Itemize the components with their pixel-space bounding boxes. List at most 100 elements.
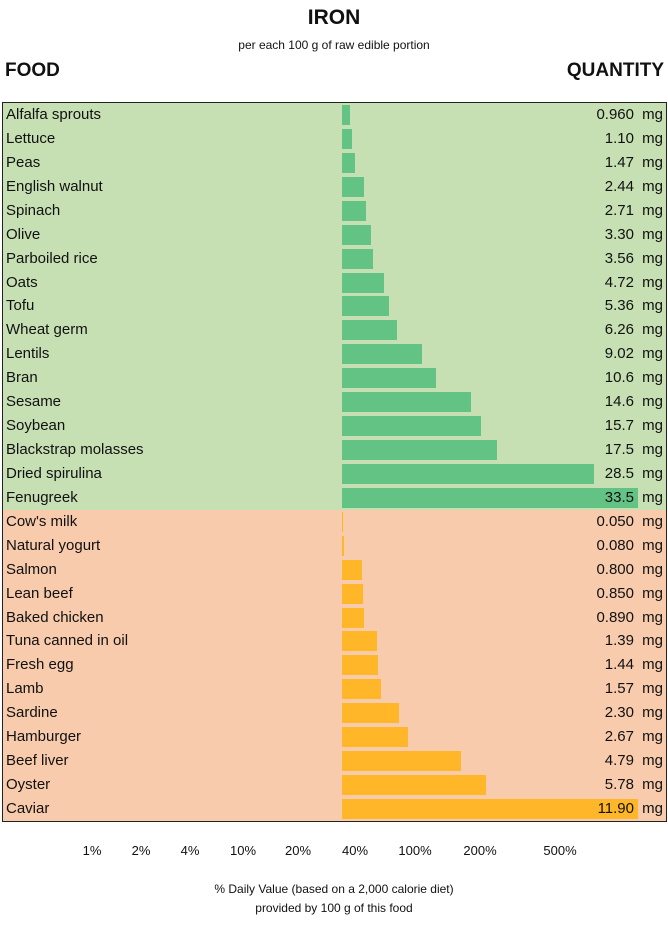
- chart-subtitle: per each 100 g of raw edible portion: [238, 38, 430, 52]
- bar-row: Tofu 5.36 mg: [3, 294, 666, 319]
- category-label: Lentils: [6, 345, 50, 363]
- bar-row: Oyster 5.78 mg: [3, 773, 666, 798]
- bar: [342, 105, 351, 125]
- bar-row: Hamburger 2.67 mg: [3, 725, 666, 750]
- unit-label: mg: [642, 464, 663, 482]
- unit-label: mg: [642, 441, 663, 459]
- chart-title: IRON: [307, 6, 361, 29]
- bar: [342, 463, 594, 484]
- category-label: Sesame: [6, 393, 62, 411]
- bar-row: Salmon 0.800 mg: [3, 557, 666, 582]
- bar-row: Peas 1.47 mg: [3, 150, 666, 175]
- unit-label: mg: [642, 488, 663, 506]
- value-label: 2.67: [604, 728, 634, 746]
- x-tick-label: 10%: [229, 843, 257, 858]
- bar: [342, 487, 638, 508]
- bar: [342, 416, 481, 437]
- bar: [342, 679, 382, 700]
- unit-label: mg: [642, 106, 663, 123]
- bar-row: Spinach 2.71 mg: [3, 198, 666, 223]
- value-label: 1.39: [604, 632, 634, 650]
- category-label: Natural yogurt: [6, 536, 101, 554]
- value-label: 1.44: [604, 656, 634, 674]
- value-label: 2.30: [604, 704, 634, 722]
- bar: [342, 607, 365, 628]
- category-label: Alfalfa sprouts: [6, 106, 102, 123]
- category-label: Tofu: [6, 297, 35, 315]
- bar: [342, 200, 366, 221]
- category-label: Olive: [6, 225, 41, 243]
- unit-label: mg: [642, 752, 663, 770]
- value-label: 0.800: [596, 560, 634, 578]
- bar: [342, 727, 409, 748]
- category-label: Salmon: [6, 560, 57, 578]
- bar-row: Caviar 11.90 mg: [3, 796, 666, 821]
- unit-label: mg: [642, 608, 663, 626]
- unit-label: mg: [642, 560, 663, 578]
- value-label: 17.5: [604, 441, 634, 459]
- category-label: Peas: [6, 153, 41, 171]
- bar: [342, 176, 364, 197]
- value-label: 0.850: [596, 584, 634, 602]
- bar: [342, 224, 372, 245]
- bar: [342, 583, 364, 604]
- unit-label: mg: [642, 656, 663, 674]
- value-label: 28.5: [604, 464, 634, 482]
- bar-row: Sardine 2.30 mg: [3, 701, 666, 726]
- unit-label: mg: [642, 273, 663, 291]
- value-label: 3.30: [604, 225, 634, 243]
- bar: [342, 559, 362, 580]
- bar-row: Wheat germ 6.26 mg: [3, 318, 666, 343]
- bar: [342, 511, 344, 532]
- unit-label: mg: [642, 177, 663, 195]
- value-label: 1.57: [604, 680, 634, 698]
- bar: [342, 655, 378, 676]
- category-label: Lean beef: [6, 584, 73, 602]
- bar-row: Alfalfa sprouts 0.960 mg: [3, 103, 666, 127]
- bar-row: Lettuce 1.10 mg: [3, 126, 666, 151]
- category-label: Spinach: [6, 201, 61, 219]
- value-label: 0.960: [596, 106, 634, 123]
- bar-row: English walnut 2.44 mg: [3, 174, 666, 199]
- unit-label: mg: [642, 369, 663, 387]
- x-tick-label: 500%: [543, 843, 577, 858]
- bar-row: Baked chicken 0.890 mg: [3, 605, 666, 630]
- bar: [342, 248, 374, 269]
- category-label: Bran: [6, 369, 38, 387]
- bar-row: Cow's milk 0.050 mg: [3, 509, 666, 534]
- x-axis-label-2: provided by 100 g of this food: [255, 901, 413, 915]
- bar: [342, 775, 486, 796]
- x-tick-label: 20%: [284, 843, 312, 858]
- bar-row: Fenugreek 33.5 mg: [3, 485, 666, 510]
- bar-row: Natural yogurt 0.080 mg: [3, 533, 666, 558]
- food-header: FOOD: [5, 60, 60, 81]
- bar: [342, 320, 398, 341]
- unit-label: mg: [642, 680, 663, 698]
- value-label: 33.5: [604, 488, 634, 506]
- category-label: Lettuce: [6, 129, 56, 147]
- value-label: 11.90: [597, 799, 634, 817]
- value-label: 1.10: [604, 129, 634, 147]
- value-label: 0.050: [596, 512, 634, 530]
- bar-row: Bran 10.6 mg: [3, 366, 666, 391]
- bar: [342, 631, 377, 652]
- value-label: 4.79: [604, 752, 634, 770]
- unit-label: mg: [642, 584, 663, 602]
- category-label: Cow's milk: [6, 512, 78, 530]
- unit-label: mg: [642, 799, 663, 817]
- value-label: 3.56: [604, 249, 634, 267]
- bar: [342, 128, 352, 149]
- bar: [342, 296, 390, 317]
- x-tick-label: 4%: [180, 843, 200, 858]
- unit-label: mg: [642, 297, 663, 315]
- value-label: 2.44: [604, 177, 634, 195]
- bar-row: Soybean 15.7 mg: [3, 414, 666, 439]
- category-label: Sardine: [6, 704, 58, 722]
- unit-label: mg: [642, 536, 663, 554]
- value-label: 6.26: [604, 321, 634, 339]
- unit-label: mg: [642, 129, 663, 147]
- category-label: Fenugreek: [6, 488, 78, 506]
- bar-row: Oats 4.72 mg: [3, 270, 666, 295]
- bar-row: Tuna canned in oil 1.39 mg: [3, 629, 666, 654]
- x-tick-label: 100%: [398, 843, 432, 858]
